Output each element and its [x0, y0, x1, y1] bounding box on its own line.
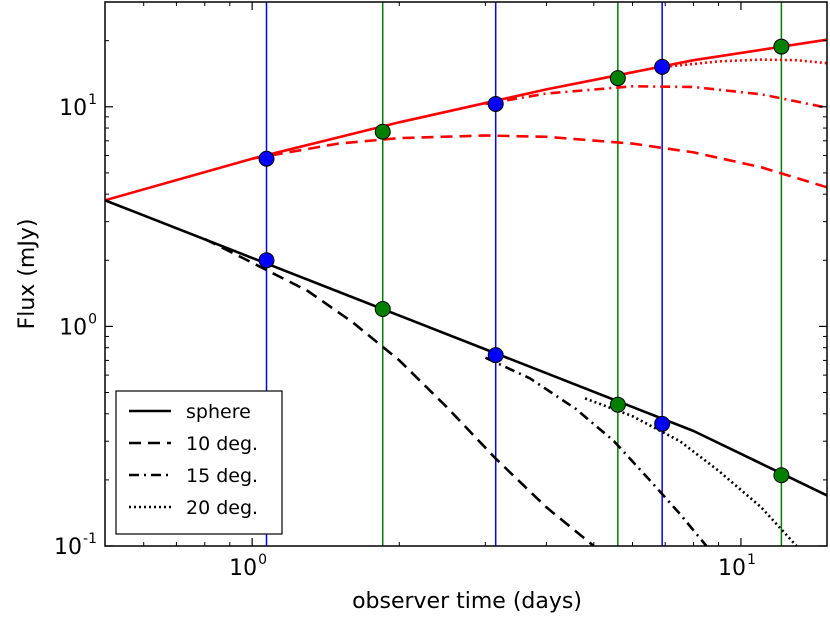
- marker-dot-lower-1: [487, 347, 504, 364]
- marker-dot-upper-4: [609, 70, 626, 87]
- marker-dot-lower-3: [374, 301, 391, 318]
- legend-box: [115, 390, 283, 535]
- series-line-4: [105, 199, 827, 497]
- y-tick-label-2: 101: [59, 92, 97, 121]
- x-tick-label-0: 100: [229, 552, 267, 581]
- y-tick-exp-0: -1: [83, 531, 97, 547]
- legend-label-0: sphere: [186, 401, 251, 423]
- x-axis-label: observer time (days): [352, 589, 582, 614]
- y-axis-label: Flux (mJy): [15, 219, 40, 330]
- marker-dot-upper-1: [487, 95, 504, 112]
- marker-dot-upper-5: [773, 38, 790, 55]
- x-tick-exp-0: 0: [258, 552, 267, 568]
- legend-label-2: 15 deg.: [186, 465, 258, 487]
- x-tick-label-1: 101: [718, 552, 756, 581]
- marker-dot-upper-0: [258, 150, 275, 167]
- series-line-1: [251, 134, 827, 189]
- y-tick-exp-1: 0: [88, 311, 97, 327]
- series-line-0: [105, 38, 827, 202]
- series-line-6: [484, 356, 708, 546]
- y-tick-label-1: 100: [59, 311, 97, 340]
- marker-dot-lower-2: [654, 415, 671, 432]
- legend-label-1: 10 deg.: [186, 433, 258, 455]
- series-line-5: [204, 237, 595, 546]
- plot-frame: [104, 1, 828, 547]
- marker-dot-lower-5: [773, 467, 790, 484]
- series-line-2: [485, 85, 827, 109]
- x-tick-exp-1: 1: [747, 552, 756, 568]
- marker-dot-lower-4: [609, 396, 626, 413]
- marker-dot-lower-0: [258, 252, 275, 269]
- marker-dot-upper-3: [374, 123, 391, 140]
- legend-label-3: 20 deg.: [186, 497, 258, 519]
- marker-dot-upper-2: [654, 58, 671, 75]
- y-tick-exp-2: 1: [88, 92, 97, 108]
- series-line-7: [584, 397, 798, 546]
- y-tick-label-0: 10-1: [54, 531, 97, 560]
- series-line-3: [665, 58, 827, 69]
